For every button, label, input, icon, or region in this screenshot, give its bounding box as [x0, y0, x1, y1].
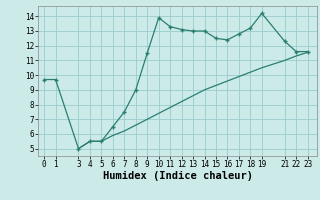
- X-axis label: Humidex (Indice chaleur): Humidex (Indice chaleur): [103, 171, 252, 181]
